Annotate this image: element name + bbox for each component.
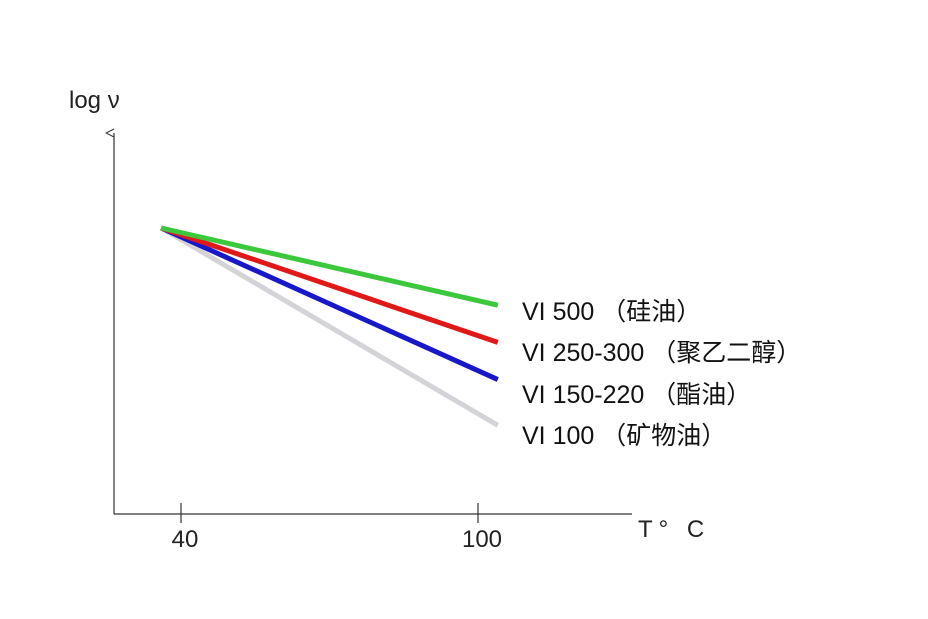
series-lines	[159, 225, 500, 428]
series-line	[159, 225, 500, 428]
series-line	[160, 225, 499, 345]
x-tick-label: 40	[172, 526, 199, 553]
series-line	[160, 225, 499, 308]
legend-label: VI 500 （硅油）	[522, 298, 701, 326]
x-tick-label: 100	[462, 526, 502, 553]
x-axis-label: T° C	[638, 516, 710, 543]
series-line	[160, 225, 499, 382]
legend: VI 500 （硅油） VI 250-300 （聚乙二醇） VI 150-220 （…	[522, 298, 801, 450]
legend-label: VI 100 （矿物油）	[522, 422, 726, 450]
legend-label: VI 150-220 （酯油）	[522, 381, 751, 409]
y-axis-label: log ν	[69, 87, 120, 114]
legend-label: VI 250-300 （聚乙二醇）	[522, 339, 801, 367]
x-ticks: 40 100	[172, 503, 502, 553]
